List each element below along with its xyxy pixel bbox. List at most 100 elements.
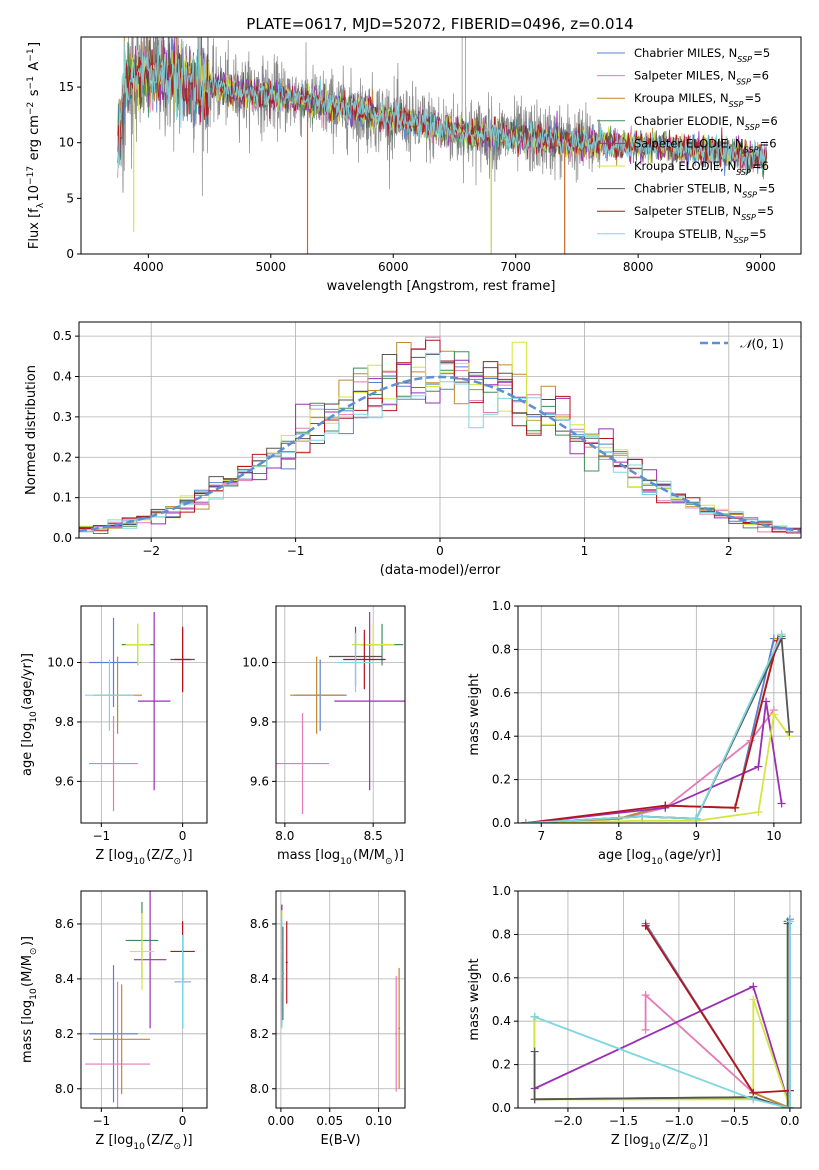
x-axis-label: age [log10 (age/yr)] <box>598 848 721 867</box>
series-line-8 <box>534 921 791 1108</box>
y-tick-label: 8.0 <box>55 1082 74 1096</box>
y-axis-label: mass weight <box>467 673 482 755</box>
x-axis-label: wavelength [Angstrom, rest frame] <box>327 279 556 294</box>
axes-age_vs_mass: 8.0 8.5 9.6 9.8 10.0 mass [log10 (M/M⊙ )] <box>242 605 406 867</box>
y-tick-label: 0.2 <box>492 773 511 787</box>
plot-area-residuals <box>79 336 801 534</box>
y-tick-label: 0.8 <box>492 642 511 656</box>
series-marker <box>641 991 650 1000</box>
y-tick-label: 0.2 <box>53 450 72 464</box>
y-tick-label: 0.0 <box>53 531 72 545</box>
y-tick-label: 5 <box>66 191 74 205</box>
axes-age_vs_Z: −1 0 9.6 9.8 10.0 Z [log10 (Z/Z⊙ )] age [log10… <box>20 605 208 867</box>
y-tick-label: 9.8 <box>250 715 269 729</box>
legend-entry: Salpeter STELIB, NSSP =5 <box>634 204 774 222</box>
grid-age_vs_mass <box>276 606 405 823</box>
series-marker <box>785 917 794 926</box>
y-tick-label: 8.2 <box>250 1027 269 1041</box>
series-marker <box>530 1012 539 1021</box>
axes-frame <box>517 605 802 824</box>
x-tick-label: 5000 <box>256 260 287 274</box>
model-spectrum-6 <box>117 40 767 175</box>
y-axis-label: Normed distribution <box>24 365 39 495</box>
legend-entry: Kroupa STELIB, NSSP =5 <box>634 227 766 245</box>
y-tick-label: 1.0 <box>492 884 511 898</box>
x-tick-label: 7 <box>537 829 545 843</box>
y-tick-label: 10 <box>59 136 74 150</box>
axes-massweight_vs_Z: −2.0 −1.5 −1.0 −0.5 0.0 0.0 0.2 0.4 0.6 0.8 1.0 Z [… <box>467 884 802 1152</box>
x-tick-label: 8 <box>615 829 623 843</box>
legend-entry: Chabrier ELODIE, NSSP =6 <box>634 114 778 132</box>
y-tick-label: 0.4 <box>53 370 72 384</box>
series-line-3 <box>525 636 783 823</box>
y-tick-label: 8.2 <box>55 1027 74 1041</box>
x-tick-label: 2 <box>725 544 733 558</box>
y-tick-label: 1.0 <box>492 599 511 613</box>
series-marker <box>530 1047 539 1056</box>
y-tick-label: 9.6 <box>55 774 74 788</box>
legend-entry: Salpeter ELODIE, NSSP =6 <box>634 136 777 154</box>
x-tick-label: 7000 <box>500 260 531 274</box>
x-tick-label: 0.00 <box>268 1114 295 1128</box>
x-tick-label: −0.5 <box>720 1114 749 1128</box>
plot-area-age_vs_mass <box>276 611 405 815</box>
y-axis-label: age [log10 (age/yr)] <box>20 653 39 776</box>
legend-entry: Salpeter MILES, NSSP =6 <box>634 69 769 87</box>
legend-entry: 𝒩(0, 1) <box>740 337 784 351</box>
axes-frame <box>80 36 802 255</box>
y-tick-label: 9.8 <box>55 715 74 729</box>
grid-mass_vs_EBV <box>276 891 405 1108</box>
x-tick-label: −1 <box>287 544 305 558</box>
plot-area-mass_vs_Z <box>85 891 195 1108</box>
axes-frame <box>78 321 802 539</box>
x-axis-label: Z [log10 (Z/Z⊙ )] <box>611 1133 708 1152</box>
legend-residuals: 𝒩(0, 1) <box>700 337 784 351</box>
series-marker <box>661 801 670 810</box>
plot-area-mass_vs_EBV <box>280 904 401 1092</box>
y-tick-label: 0.5 <box>53 329 72 343</box>
series-line-1 <box>525 709 775 823</box>
x-tick-label: −2 <box>142 544 160 558</box>
series-marker <box>785 727 794 736</box>
legend-entry: Chabrier STELIB, NSSP =5 <box>634 182 775 200</box>
x-tick-label: 8.0 <box>275 829 294 843</box>
x-axis-label: E(B-V) <box>320 1133 360 1148</box>
series-marker <box>749 982 758 991</box>
y-tick-label: 8.6 <box>250 917 269 931</box>
series-marker <box>731 803 740 812</box>
axes-mass_vs_EBV: 0.00 0.05 0.10 8.0 8.2 8.4 8.6 E(B-V) <box>250 890 406 1148</box>
x-tick-label: 0 <box>179 829 187 843</box>
series-marker <box>521 819 530 823</box>
x-axis-label: Z [log10 (Z/Z⊙ )] <box>95 848 192 867</box>
axes-spectrum: 4000 5000 6000 7000 8000 9000 0 5 10 15 wavelength… <box>26 36 802 294</box>
axes-massweight_vs_age: 7 8 9 10 0.0 0.2 0.4 0.6 0.8 1.0 age [log10 (age/y… <box>467 599 802 867</box>
legend-spectrum: Chabrier MILES, NSSP =5 Salpeter MILES, N… <box>597 46 778 244</box>
series-marker <box>762 697 771 706</box>
x-tick-label: 9 <box>693 829 701 843</box>
series-marker <box>692 814 701 823</box>
y-tick-label: 8.6 <box>55 917 74 931</box>
y-axis-label: mass weight <box>467 958 482 1040</box>
series-line-7 <box>525 640 779 823</box>
series-marker <box>530 1095 539 1104</box>
x-tick-label: 0 <box>179 1114 187 1128</box>
y-tick-label: 10.0 <box>47 655 74 669</box>
axes-mass_vs_Z: −1 0 8.0 8.2 8.4 8.6 Z [log10 (Z/Z⊙ )] mass [lo… <box>20 890 208 1152</box>
plot-area-age_vs_Z <box>85 611 195 812</box>
plot-area-massweight_vs_Z <box>530 915 794 1108</box>
legend-entry: Chabrier MILES, NSSP =5 <box>634 46 770 64</box>
y-tick-label: 0.0 <box>492 816 511 830</box>
grid-massweight_vs_Z <box>518 890 801 1109</box>
x-tick-label: −1 <box>92 1114 110 1128</box>
y-tick-label: 8.4 <box>250 972 269 986</box>
x-axis-label: (data-model)/error <box>380 563 501 578</box>
axes-frame <box>80 890 208 1109</box>
x-tick-label: −1.0 <box>664 1114 693 1128</box>
series-line-0 <box>644 919 791 1108</box>
series-marker <box>754 808 763 817</box>
legend-entry: Kroupa MILES, NSSP =5 <box>634 91 761 109</box>
y-tick-label: 0 <box>66 247 74 261</box>
series-marker <box>749 995 758 1004</box>
axes-frame <box>80 605 208 824</box>
y-tick-label: 0.6 <box>492 971 511 985</box>
